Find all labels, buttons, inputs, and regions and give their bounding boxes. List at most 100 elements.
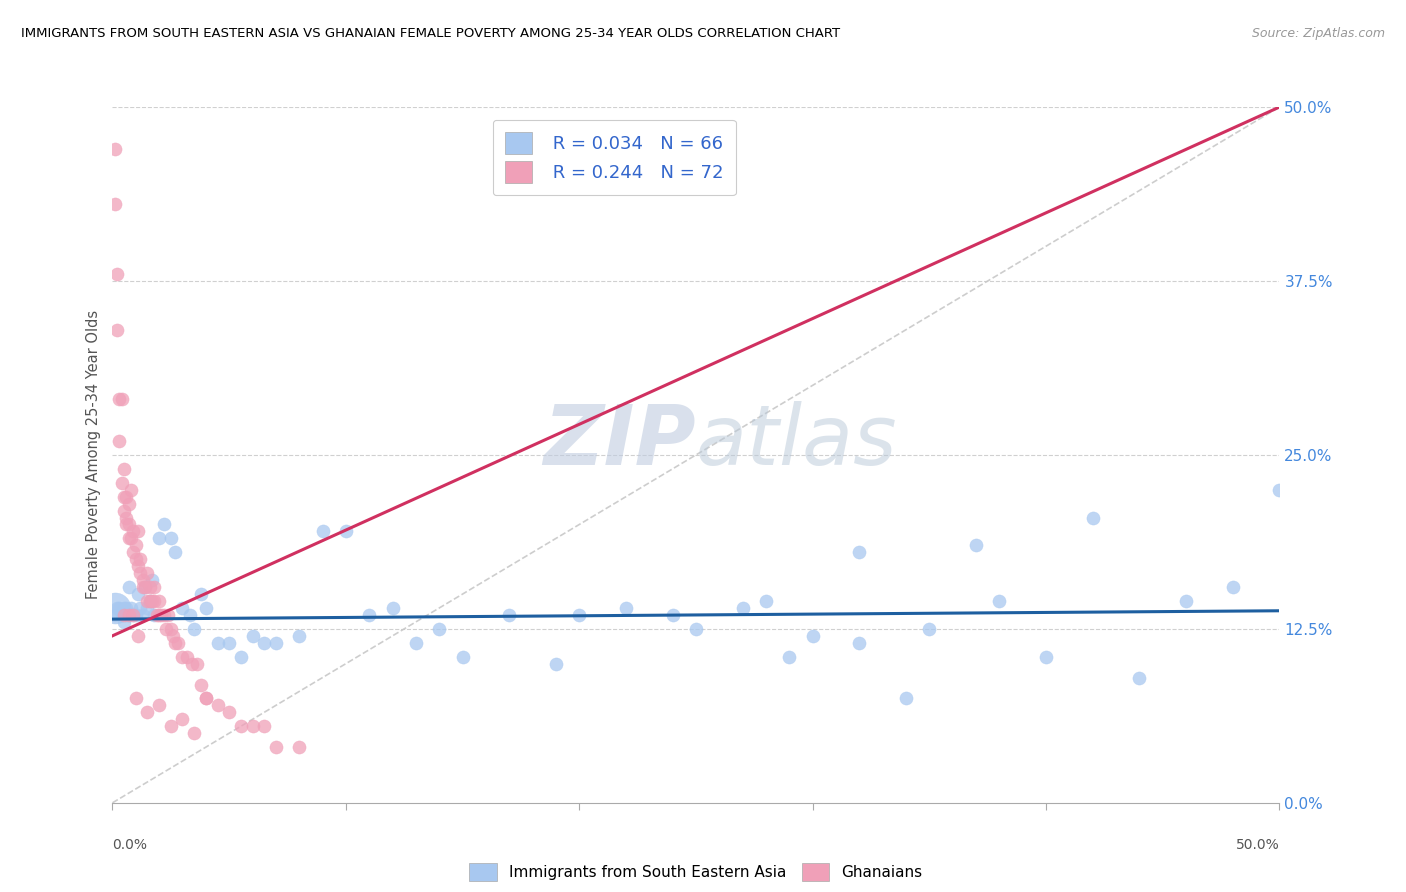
Point bbox=[153, 607, 176, 622]
Point bbox=[108, 601, 131, 615]
Point bbox=[311, 524, 333, 539]
Text: 50.0%: 50.0% bbox=[1236, 838, 1279, 853]
Point bbox=[143, 580, 166, 594]
Point bbox=[115, 607, 138, 622]
Point bbox=[965, 538, 987, 552]
Point bbox=[112, 490, 135, 504]
Point bbox=[148, 607, 170, 622]
Point bbox=[115, 517, 138, 532]
Point bbox=[118, 607, 141, 622]
Point bbox=[127, 587, 149, 601]
Point bbox=[125, 691, 148, 706]
Point bbox=[125, 552, 148, 566]
Point bbox=[148, 532, 170, 546]
Point bbox=[129, 601, 152, 615]
Point bbox=[731, 601, 754, 615]
Point bbox=[229, 649, 252, 664]
Point bbox=[544, 657, 567, 671]
Point bbox=[122, 545, 145, 559]
Point bbox=[894, 691, 917, 706]
Point bbox=[104, 142, 127, 156]
Text: atlas: atlas bbox=[696, 401, 897, 482]
Point bbox=[405, 636, 427, 650]
Point bbox=[242, 629, 264, 643]
Point bbox=[112, 607, 135, 622]
Point bbox=[172, 712, 194, 726]
Point bbox=[127, 524, 149, 539]
Point bbox=[180, 657, 202, 671]
Point bbox=[848, 636, 870, 650]
Point bbox=[165, 545, 187, 559]
Point bbox=[127, 629, 149, 643]
Point bbox=[104, 607, 127, 622]
Point bbox=[614, 601, 637, 615]
Point bbox=[112, 503, 135, 517]
Point bbox=[253, 636, 276, 650]
Point bbox=[139, 594, 162, 608]
Point bbox=[125, 538, 148, 552]
Point bbox=[153, 517, 176, 532]
Point bbox=[120, 601, 142, 615]
Point bbox=[165, 636, 187, 650]
Point bbox=[381, 601, 404, 615]
Point bbox=[801, 629, 824, 643]
Point bbox=[157, 607, 180, 622]
Point bbox=[183, 726, 205, 740]
Point bbox=[1222, 580, 1244, 594]
Point bbox=[1268, 483, 1291, 497]
Point bbox=[172, 649, 194, 664]
Point bbox=[129, 552, 152, 566]
Point bbox=[288, 740, 311, 755]
Point bbox=[207, 698, 229, 713]
Point bbox=[160, 532, 183, 546]
Point bbox=[451, 649, 474, 664]
Point bbox=[778, 649, 800, 664]
Text: ZIP: ZIP bbox=[543, 401, 696, 482]
Point bbox=[194, 601, 217, 615]
Point bbox=[127, 559, 149, 574]
Text: IMMIGRANTS FROM SOUTH EASTERN ASIA VS GHANAIAN FEMALE POVERTY AMONG 25-34 YEAR O: IMMIGRANTS FROM SOUTH EASTERN ASIA VS GH… bbox=[21, 27, 841, 40]
Point bbox=[1175, 594, 1198, 608]
Point bbox=[104, 197, 127, 211]
Point bbox=[242, 719, 264, 733]
Point bbox=[264, 636, 287, 650]
Point bbox=[132, 607, 155, 622]
Point bbox=[129, 566, 152, 581]
Point bbox=[988, 594, 1011, 608]
Point bbox=[112, 615, 135, 629]
Point bbox=[335, 524, 357, 539]
Point bbox=[194, 691, 217, 706]
Point bbox=[141, 573, 163, 587]
Point bbox=[183, 622, 205, 636]
Point bbox=[118, 532, 141, 546]
Point bbox=[115, 510, 138, 524]
Point bbox=[122, 607, 145, 622]
Point bbox=[162, 629, 184, 643]
Point bbox=[136, 706, 159, 720]
Point bbox=[1128, 671, 1150, 685]
Point bbox=[132, 580, 155, 594]
Point bbox=[118, 580, 141, 594]
Point bbox=[111, 607, 134, 622]
Point bbox=[218, 636, 240, 650]
Point bbox=[148, 594, 170, 608]
Point bbox=[134, 580, 156, 594]
Point bbox=[218, 706, 240, 720]
Point bbox=[122, 607, 145, 622]
Point bbox=[118, 517, 141, 532]
Point bbox=[253, 719, 276, 733]
Point bbox=[190, 677, 212, 691]
Point bbox=[685, 622, 707, 636]
Point bbox=[848, 545, 870, 559]
Point bbox=[105, 323, 128, 337]
Point bbox=[105, 601, 128, 615]
Point bbox=[194, 691, 217, 706]
Point bbox=[288, 629, 311, 643]
Point bbox=[136, 566, 159, 581]
Point bbox=[427, 622, 450, 636]
Point bbox=[139, 580, 162, 594]
Point bbox=[176, 649, 198, 664]
Point bbox=[148, 698, 170, 713]
Point bbox=[186, 657, 208, 671]
Point bbox=[179, 607, 201, 622]
